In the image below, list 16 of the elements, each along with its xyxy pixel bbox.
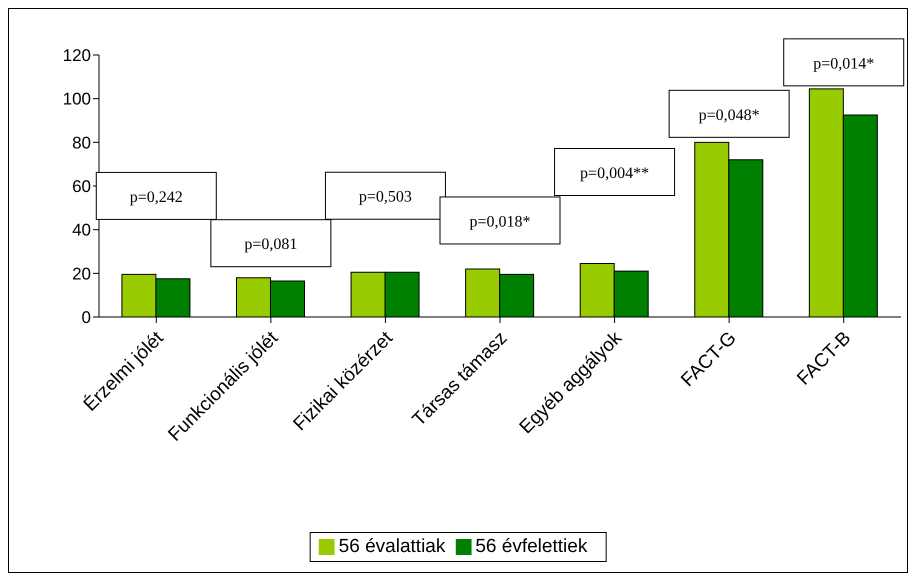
annotation: p=0,081 [244, 236, 298, 254]
annotation: p=0,004** [580, 165, 650, 182]
y-tick-label: 80 [72, 133, 91, 152]
y-tick-label: 0 [82, 308, 91, 328]
y-tick-label: 40 [72, 220, 91, 240]
y-tick-label: 60 [72, 177, 91, 196]
legend-label: 56 évfelettiek [475, 536, 588, 557]
legend-label: 56 évalattiak [338, 536, 446, 557]
annotation: p=0,242 [130, 188, 183, 206]
annotation: p=0,048* [698, 106, 760, 124]
annotation: p=0,014* [813, 55, 874, 72]
annotation: p=0,018* [469, 213, 531, 230]
annotation: p=0,503 [358, 188, 412, 206]
y-tick-label: 20 [72, 264, 91, 284]
y-tick-label: 120 [62, 46, 91, 66]
y-tick-label: 100 [62, 90, 91, 109]
